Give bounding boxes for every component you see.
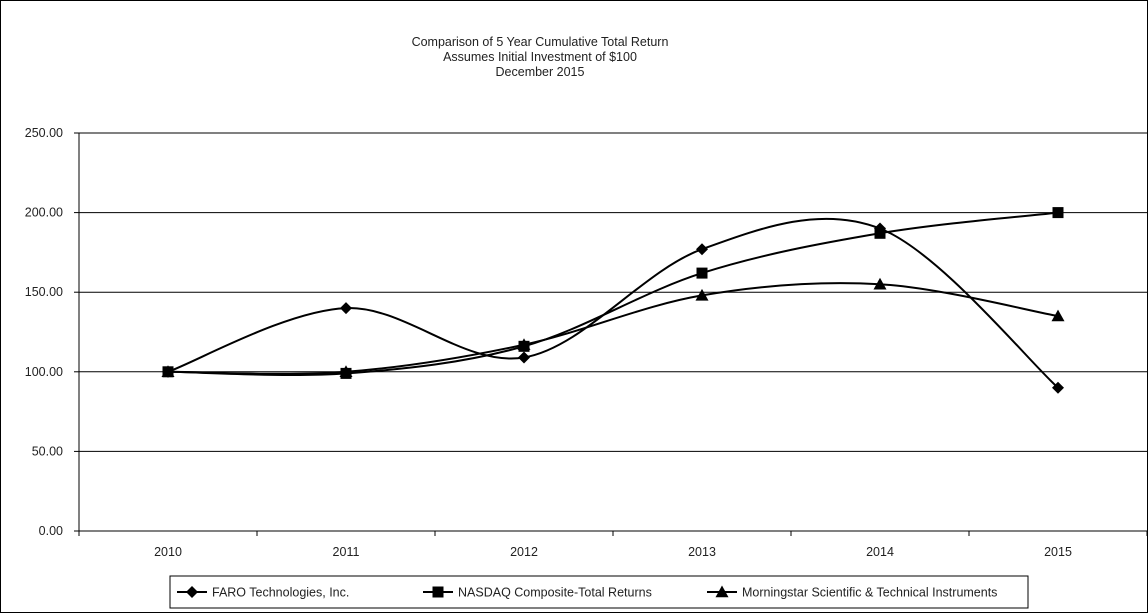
legend: FARO Technologies, Inc. NASDAQ Composite-… [169,575,1029,609]
data-point-triangle [161,365,175,377]
y-tick-label: 100.00 [25,365,63,379]
x-tick-label: 2015 [1044,545,1072,559]
data-point-triangle [695,288,709,301]
data-point-triangle [517,338,531,350]
data-point-triangle [873,277,887,290]
data-point-diamond [340,302,352,315]
data-point-diamond [1052,381,1064,394]
legend-label: FARO Technologies, Inc. [212,586,349,600]
x-tick-label: 2013 [688,545,716,559]
x-tick-label: 2011 [333,545,360,559]
legend-label: Morningstar Scientific & Technical Instr… [742,586,997,600]
x-tick-label: 2014 [866,545,894,559]
data-point-square [1052,207,1064,219]
y-tick-label: 0.00 [39,524,63,538]
y-tick-label: 50.00 [32,444,63,458]
data-point-triangle [1051,309,1065,322]
x-tick-label: 2012 [510,545,538,559]
legend-marker-diamond [186,586,198,598]
y-tick-label: 250.00 [25,126,63,140]
data-point-triangle [339,365,353,377]
legend-marker-square [432,586,444,598]
chart-subtitle-line-2: December 2015 [496,65,585,79]
y-tick-label: 200.00 [25,206,63,220]
y-tick-label: 150.00 [25,285,63,299]
data-point-square [874,227,886,239]
chart-subtitle-line-1: Assumes Initial Investment of $100 [443,50,637,64]
chart-title: Comparison of 5 Year Cumulative Total Re… [412,35,669,49]
series-line-diamond [167,217,1059,389]
data-point-diamond [696,243,708,256]
legend-marker-triangle [715,585,729,598]
series-line-square [167,211,1059,376]
data-point-square [696,267,708,279]
legend-label: NASDAQ Composite-Total Returns [458,586,652,600]
data-point-diamond [518,351,530,364]
legend-box [169,575,1029,609]
x-tick-label: 2010 [154,545,182,559]
series-line-triangle [167,282,1059,375]
